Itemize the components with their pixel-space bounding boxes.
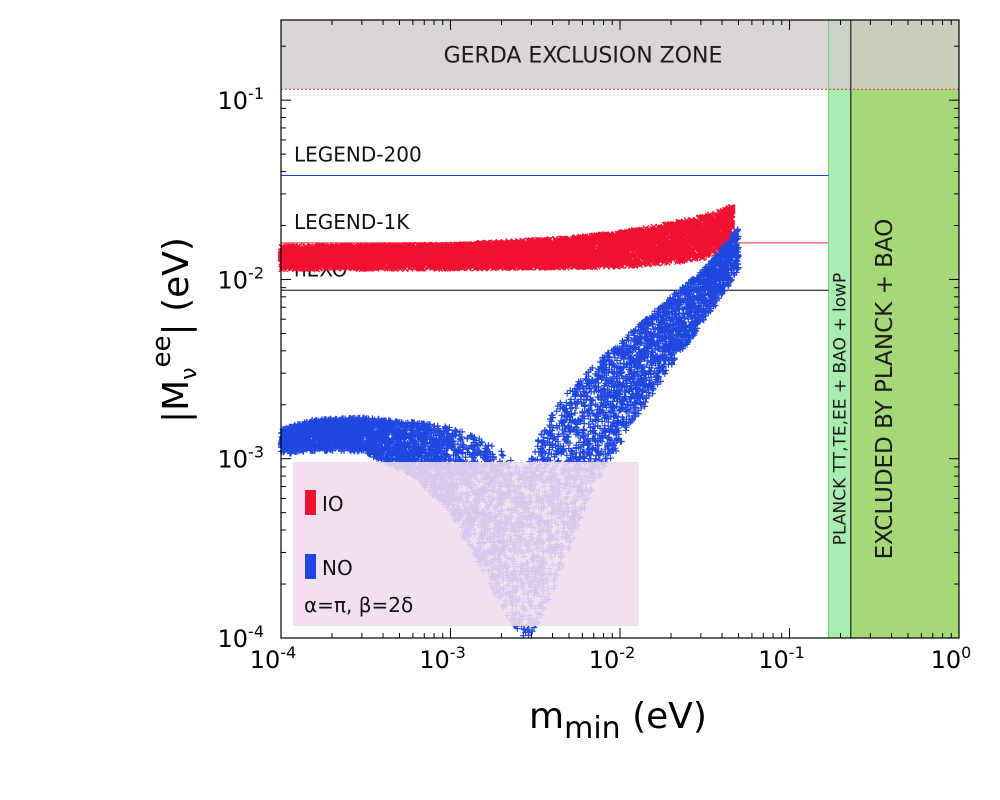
y-tick-exp: -1	[248, 84, 264, 103]
planck-lowp-region	[828, 20, 851, 638]
y-tick-base: 10	[218, 87, 249, 115]
y-tick-label: 10-3	[218, 443, 265, 474]
legend-swatch-io	[305, 490, 316, 515]
series-no-points	[277, 226, 742, 639]
x-tick-exp: -3	[450, 643, 466, 662]
y-axis-title-sup: ee	[147, 335, 177, 367]
y-tick-base: 10	[218, 266, 249, 294]
x-tick-label: 10-3	[419, 643, 466, 674]
x-tick-label: 10-4	[250, 643, 297, 674]
y-tick-label: 10-4	[218, 622, 265, 653]
legend: IO NO α=π, β=2δ	[293, 462, 639, 626]
x-tick-base: 10	[931, 646, 962, 674]
gerda-label: GERDA EXCLUSION ZONE	[444, 44, 723, 69]
y-axis-title-post: | (eV)	[156, 237, 197, 335]
y-tick-base: 10	[218, 625, 249, 653]
planck-bao-label: EXCLUDED BY PLANCK + BAO	[872, 219, 898, 560]
y-tick-exp: -4	[248, 622, 264, 641]
series-no-markers	[277, 226, 742, 639]
x-tick-base: 10	[419, 646, 450, 674]
y-tick-label: 10-1	[218, 84, 265, 115]
series-io-markers	[277, 203, 736, 273]
x-tick-base: 10	[589, 646, 620, 674]
x-tick-label: 10-1	[758, 643, 805, 674]
legend-note: α=π, β=2δ	[304, 593, 413, 617]
sensitivity-label-legend-200: LEGEND-200	[294, 143, 422, 167]
shaded-regions: GERDA EXCLUSION ZONE PLANCK TT,TE,EE + BA…	[281, 20, 959, 638]
series-io-points	[277, 203, 736, 273]
x-tick-base: 10	[758, 646, 789, 674]
planck-bao-region	[850, 20, 959, 638]
x-axis-title: mmin (eV)	[529, 696, 707, 746]
legend-box	[293, 462, 639, 626]
planck-lowp-label: PLANCK TT,TE,EE + BAO + lowP	[831, 273, 851, 546]
x-tick-exp: -2	[619, 643, 635, 662]
y-axis-title-sub: ν	[177, 367, 202, 379]
y-axis-title-pre: |M	[156, 380, 197, 423]
y-tick-exp: -2	[248, 263, 264, 282]
x-tick-label: 10-2	[589, 643, 636, 674]
x-tick-exp: -1	[789, 643, 805, 662]
y-tick-label: 10-2	[218, 263, 265, 294]
gerda-region	[281, 20, 959, 90]
x-tick-base: 10	[250, 646, 281, 674]
x-tick-exp: 0	[961, 643, 971, 662]
y-tick-base: 10	[218, 446, 249, 474]
x-tick-exp: -4	[280, 643, 296, 662]
sensitivity-label-legend-1k: LEGEND-1K	[294, 210, 410, 234]
x-axis-title-sub: min	[564, 711, 621, 746]
legend-label-no: NO	[322, 556, 353, 580]
x-axis-title-main: m	[529, 696, 564, 737]
y-axis-title: |Mνee| (eV)	[147, 237, 202, 423]
legend-label-io: IO	[322, 492, 344, 516]
legend-swatch-no	[305, 554, 316, 579]
y-tick-exp: -3	[248, 443, 264, 462]
axis-titles: mmin (eV) |Mνee| (eV)	[147, 237, 707, 746]
x-axis-title-unit: (eV)	[621, 696, 707, 737]
x-tick-label: 100	[931, 643, 972, 674]
